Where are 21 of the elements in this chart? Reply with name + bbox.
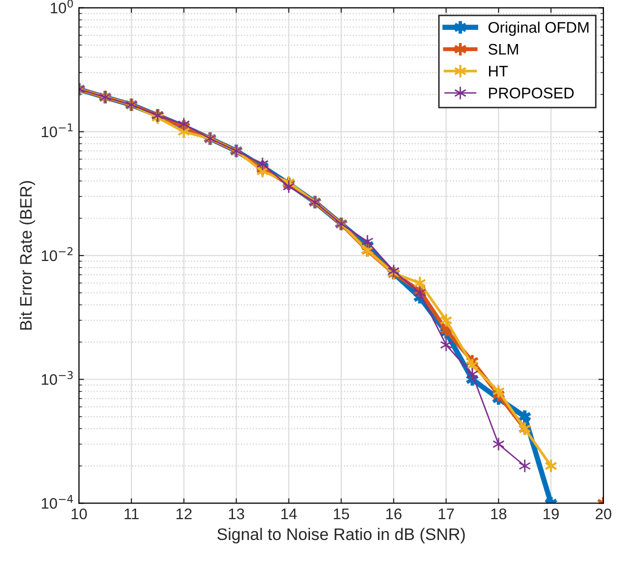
x-tick-label: 13	[228, 508, 244, 520]
y-axis-title: Bit Error Rate (BER)	[20, 181, 36, 330]
legend-label: HT	[489, 66, 508, 76]
x-tick-label: 14	[281, 508, 297, 520]
x-tick-label: 18	[491, 508, 506, 520]
x-tick-label: 19	[544, 508, 559, 520]
y-tick-label: 10$^{−3}$	[42, 371, 73, 385]
y-tick-label: 10$^{−4}$	[42, 495, 73, 509]
x-tick-label: 12	[176, 508, 192, 520]
x-tick-label: 20	[596, 508, 612, 520]
x-tick-label: 11	[124, 508, 139, 520]
x-tick-label: 16	[386, 508, 402, 520]
legend-label: SLM	[488, 44, 518, 55]
x-tick-label: 10	[72, 508, 87, 520]
x-tick-label: 15	[334, 508, 350, 520]
x-tick-label: 17	[438, 508, 454, 520]
y-tick-label: 10$^{−2}$	[42, 247, 72, 262]
y-tick-label: 10$^{−1}$	[42, 123, 73, 138]
legend-label: PROPOSED	[489, 88, 574, 98]
x-axis-title: Signal to Noise Ratio in dB (SNR)	[217, 528, 465, 544]
legend-label: Original OFDM	[488, 22, 588, 36]
